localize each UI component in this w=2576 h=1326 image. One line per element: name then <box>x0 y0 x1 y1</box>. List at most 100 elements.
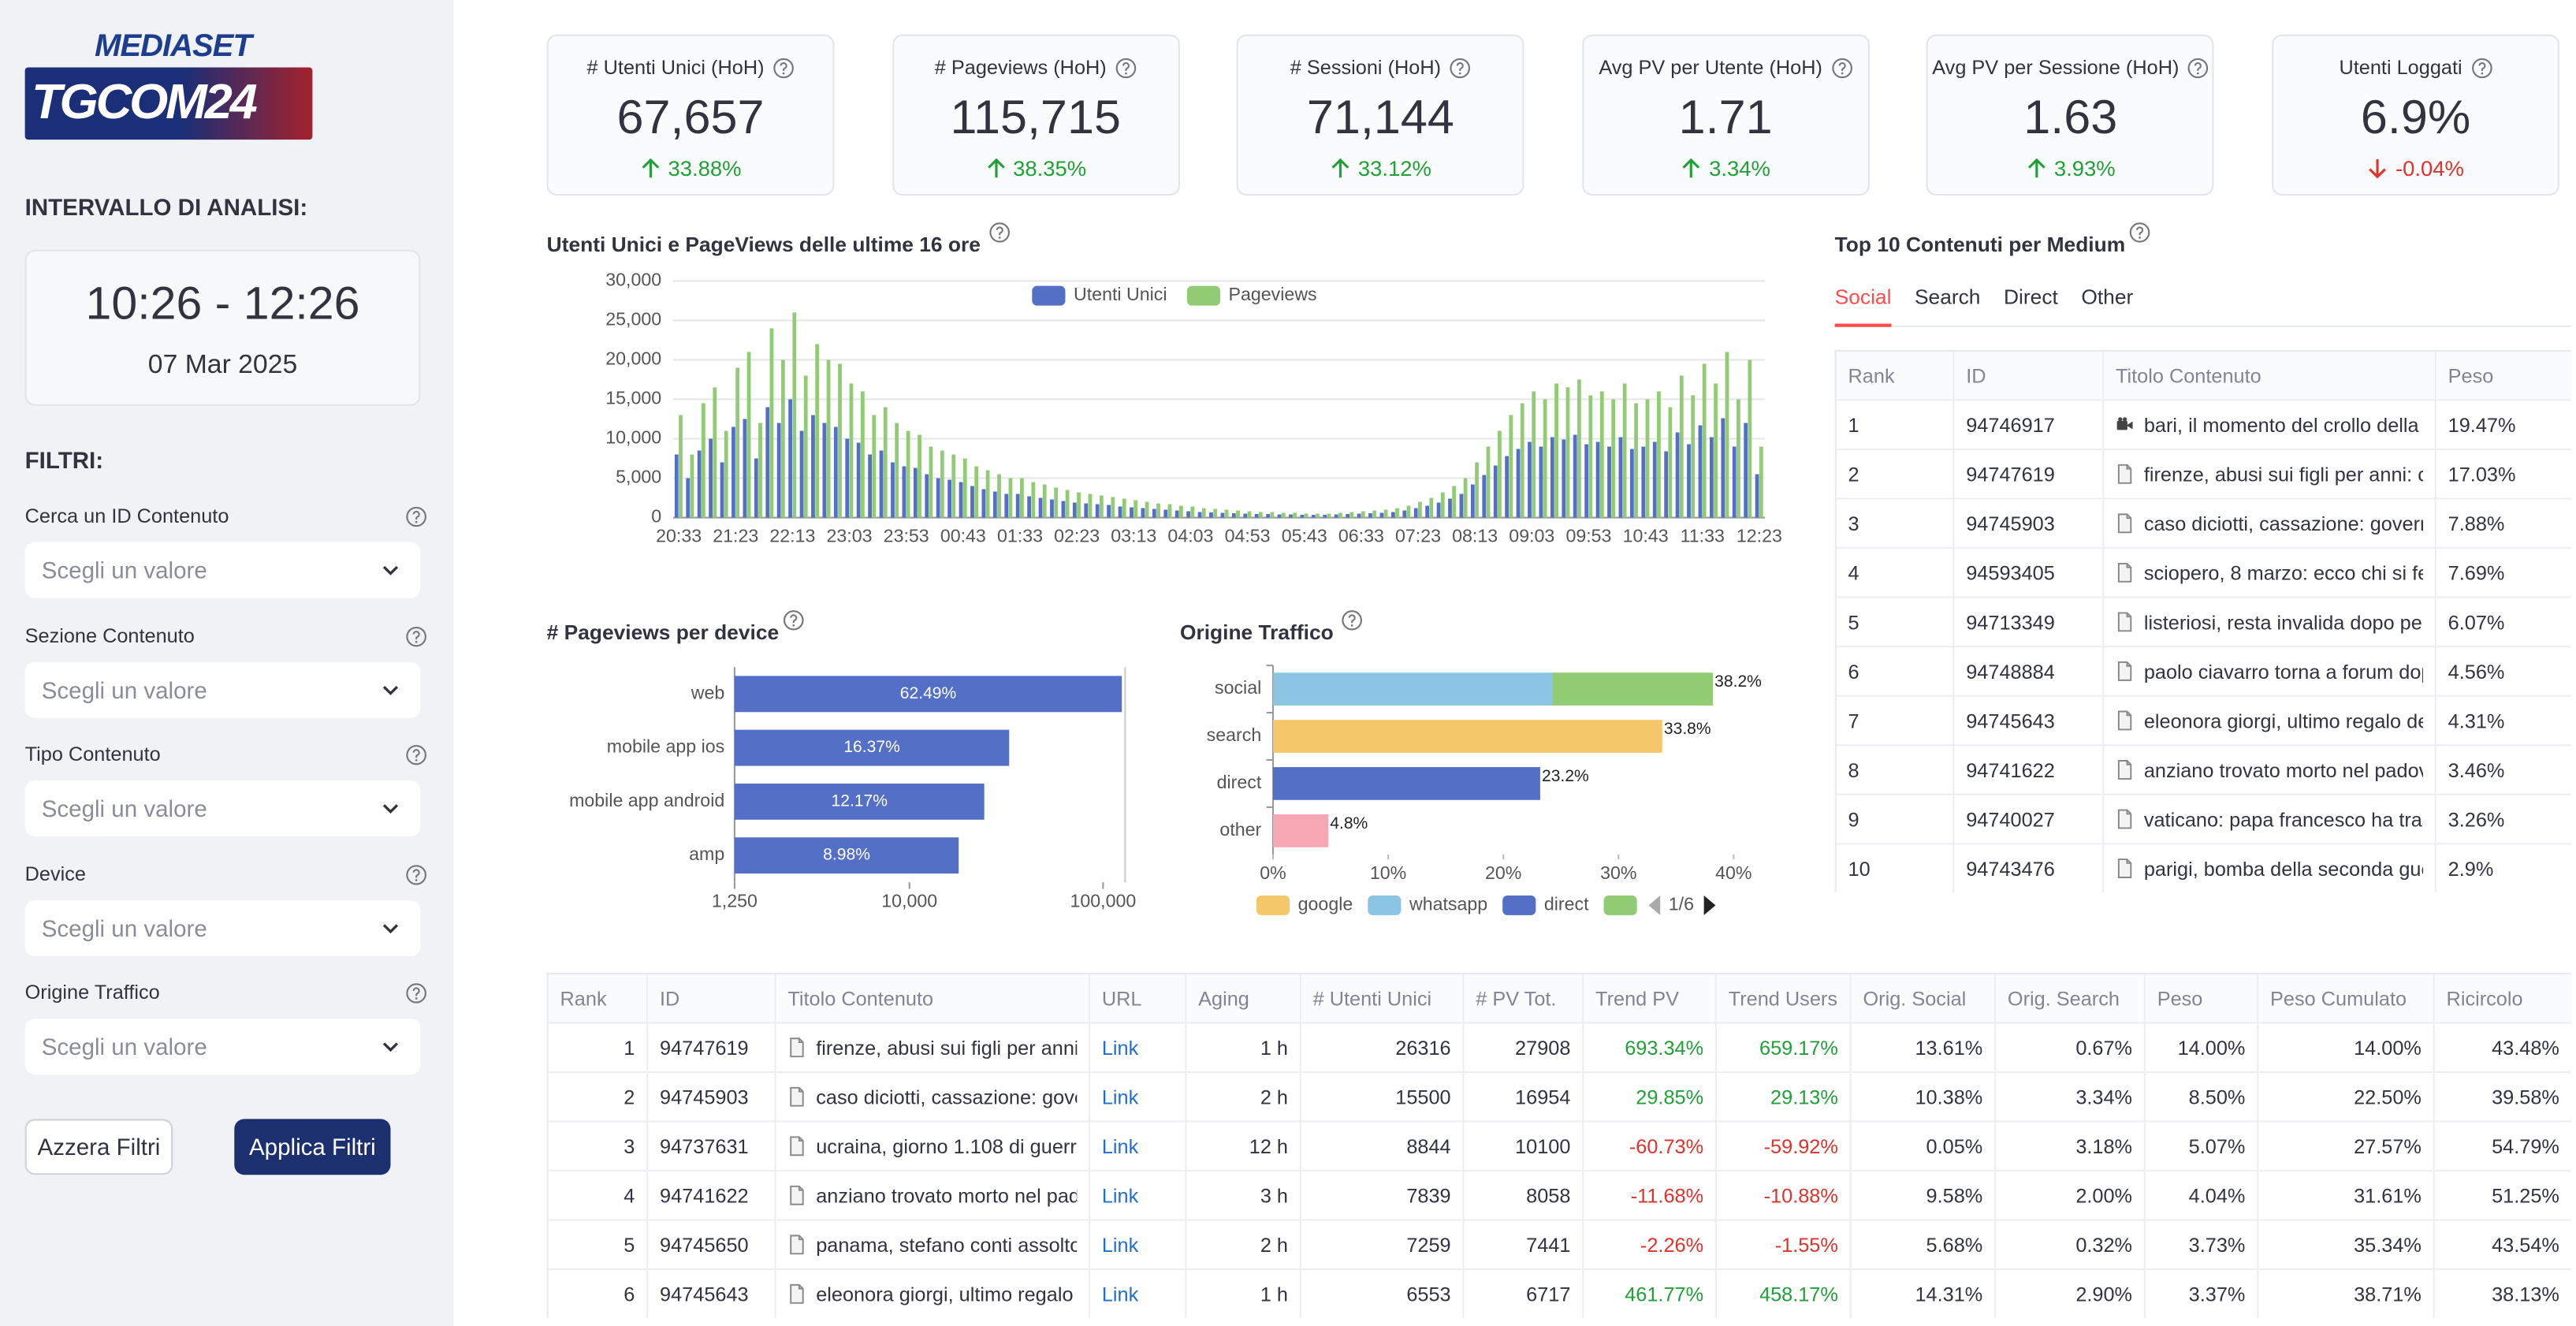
bar <box>1088 494 1093 518</box>
table-cell: 94745643 <box>648 1270 776 1318</box>
table-cell: Link <box>1090 1220 1187 1271</box>
y-tick-label: social <box>1215 677 1261 698</box>
filter-label: Device <box>24 862 86 885</box>
cell-text: 7.88% <box>2448 512 2505 535</box>
bar <box>1095 504 1100 518</box>
cell-text: 8058 <box>1526 1183 1571 1207</box>
bar <box>731 426 735 518</box>
cell-text: 7839 <box>1406 1183 1451 1207</box>
bar <box>1213 508 1218 518</box>
tab[interactable]: Search <box>1914 285 1981 309</box>
cell-text: 2 <box>624 1085 635 1108</box>
table-cell: caso diciotti, cassazione: governo c <box>2104 499 2436 549</box>
bar <box>1334 514 1338 518</box>
bar-segment <box>1273 814 1329 847</box>
filter-select[interactable]: Scegli un valore <box>24 542 421 598</box>
kpi-delta: 3.93% <box>2053 155 2116 181</box>
table-cell: firenze, abusi sui figli per anni: conc <box>2104 450 2436 500</box>
cell-text: 6 <box>1848 659 1859 683</box>
cell-text: 12 h <box>1249 1134 1289 1158</box>
url-link[interactable]: Link <box>1101 1036 1139 1060</box>
content-icon-glyph <box>791 1038 802 1056</box>
filter-label: Sezione Contenuto <box>24 624 195 647</box>
cell-text: 6553 <box>1406 1282 1451 1306</box>
tab[interactable]: Other <box>2081 285 2134 309</box>
table-cell: 1 h <box>1186 1270 1301 1318</box>
legend-prev[interactable] <box>1648 895 1661 915</box>
bar <box>1201 508 1206 518</box>
content-icon <box>2116 759 2134 780</box>
filter-select[interactable]: Scegli un valore <box>24 1019 421 1075</box>
select-placeholder: Scegli un valore <box>41 795 207 822</box>
table-cell: 7.69% <box>2436 549 2571 598</box>
cell-text: 3.37% <box>2188 1282 2246 1306</box>
kpi-value: 1.63 <box>2023 91 2118 145</box>
url-link[interactable]: Link <box>1101 1282 1139 1306</box>
table-cell: 9 <box>1836 795 1955 845</box>
bar <box>1709 437 1714 518</box>
bar <box>845 438 850 518</box>
bar <box>1152 508 1156 518</box>
content-icon <box>787 1234 806 1255</box>
content-icon-glyph <box>791 1088 802 1106</box>
table-cell: bari, il momento del crollo della pa <box>2104 400 2436 451</box>
bar <box>1304 513 1308 518</box>
bar <box>1372 510 1377 518</box>
cell-text: 0.67% <box>2075 1036 2133 1060</box>
cell-text: 3.46% <box>2448 758 2505 782</box>
bar <box>985 470 990 518</box>
cell-text: 3.26% <box>2448 807 2505 831</box>
bar <box>1050 499 1054 518</box>
table-cell: 94740027 <box>1954 795 2105 845</box>
column-header: Titolo Contenuto <box>776 974 1091 1024</box>
reset-button[interactable]: Azzera Filtri <box>24 1119 173 1175</box>
bar <box>906 430 910 518</box>
table-cell: 54.79% <box>2434 1123 2571 1172</box>
table-cell: parigi, bomba della seconda guerra <box>2104 844 2436 892</box>
bar <box>811 415 815 518</box>
bar <box>734 729 1010 766</box>
y-tick-label: 30,000 <box>605 270 661 290</box>
tab[interactable]: Social <box>1834 282 1892 327</box>
url-link[interactable]: Link <box>1101 1085 1139 1108</box>
bar <box>776 423 781 518</box>
url-link[interactable]: Link <box>1101 1233 1139 1257</box>
content-icon-glyph <box>791 1137 802 1155</box>
cell-text: 9.58% <box>1926 1183 1983 1207</box>
table-cell: 5.68% <box>1851 1220 1997 1271</box>
apply-button[interactable]: Applica Filtri <box>234 1119 391 1175</box>
content-icon-glyph <box>2119 711 2131 729</box>
filter-select[interactable]: Scegli un valore <box>24 661 421 717</box>
bar <box>838 363 842 518</box>
column-header: # Utenti Unici <box>1301 974 1465 1024</box>
column-header: Peso <box>2436 352 2571 401</box>
table-cell: panama, stefano conti assolto pe <box>776 1220 1091 1271</box>
cell-text: 94745650 <box>660 1233 749 1257</box>
legend-next[interactable] <box>1703 895 1716 915</box>
bar <box>1459 494 1464 518</box>
table-cell: 3.18% <box>1996 1122 2146 1172</box>
url-link[interactable]: Link <box>1101 1183 1139 1207</box>
bar <box>1440 492 1445 518</box>
filter-select[interactable]: Scegli un valore <box>24 900 421 956</box>
cell-text: 3 h <box>1260 1183 1289 1207</box>
bar <box>925 474 929 518</box>
url-link[interactable]: Link <box>1101 1134 1139 1158</box>
cell-text: 35.34% <box>2354 1233 2422 1257</box>
bar <box>1687 444 1691 518</box>
filter-select[interactable]: Scegli un valore <box>24 780 421 837</box>
trend-arrow-path <box>1683 157 1700 177</box>
legend-label: Utenti Unici <box>1074 284 1167 304</box>
y-tick-label: amp <box>689 844 724 864</box>
table-cell: 14.31% <box>1851 1270 1997 1318</box>
trend-arrow <box>2027 157 2046 177</box>
bar <box>940 450 944 518</box>
x-tick-label: 11:33 <box>1681 526 1725 546</box>
tab[interactable]: Direct <box>2003 285 2058 309</box>
table-cell: 94713349 <box>1954 598 2105 648</box>
table-cell: 29.13% <box>1716 1073 1852 1123</box>
table-cell: -10.88% <box>1716 1171 1852 1221</box>
content-icon <box>787 1037 806 1058</box>
bar <box>1015 494 1020 518</box>
